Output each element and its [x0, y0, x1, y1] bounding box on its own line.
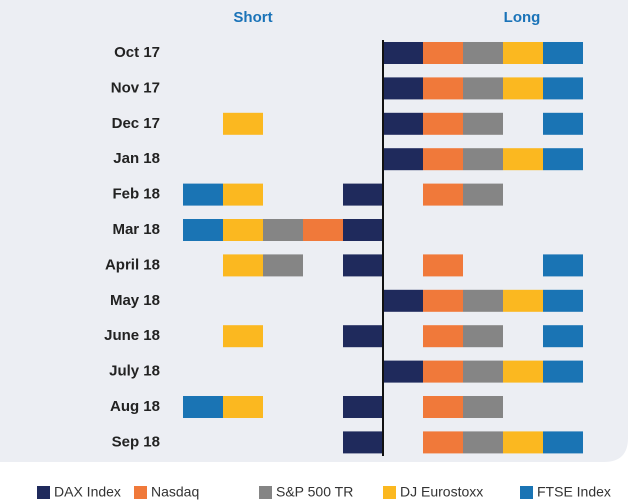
position-block	[263, 219, 303, 241]
position-block	[543, 431, 583, 454]
position-block	[423, 77, 463, 100]
position-block	[543, 360, 583, 383]
position-block	[423, 148, 463, 171]
position-block	[423, 112, 463, 135]
position-block	[423, 360, 463, 383]
row-label: Mar 18	[112, 221, 160, 238]
position-block	[423, 396, 463, 418]
position-block	[383, 77, 423, 100]
position-block	[423, 42, 463, 64]
row-label: July 18	[109, 363, 160, 380]
position-block	[183, 183, 223, 206]
row-label: June 18	[104, 327, 160, 344]
legend-swatch	[37, 486, 50, 499]
row-label: Sep 18	[112, 433, 160, 450]
row-label: Oct 17	[114, 44, 160, 61]
position-block	[543, 254, 583, 277]
position-block	[463, 183, 503, 206]
legend-label: DAX Index	[54, 484, 121, 500]
position-block	[383, 112, 423, 135]
row-label: Aug 18	[110, 398, 160, 415]
position-block	[343, 431, 383, 454]
short-header: Short	[233, 9, 272, 26]
legend-label: S&P 500 TR	[276, 484, 353, 500]
position-block	[463, 77, 503, 100]
position-block	[543, 148, 583, 171]
legend-label: FTSE Index	[537, 484, 611, 500]
position-block	[383, 360, 423, 383]
position-block	[423, 325, 463, 348]
position-block	[343, 254, 383, 277]
position-block	[463, 42, 503, 64]
position-block	[543, 325, 583, 348]
position-block	[383, 289, 423, 312]
position-block	[543, 42, 583, 64]
row-label: April 18	[105, 256, 160, 273]
legend-swatch	[259, 486, 272, 499]
legend-swatch	[134, 486, 147, 499]
position-block	[223, 325, 263, 348]
position-block	[343, 396, 383, 418]
position-block	[503, 360, 543, 383]
position-block	[223, 183, 263, 206]
position-block	[463, 431, 503, 454]
position-block	[343, 183, 383, 206]
legend-swatch	[383, 486, 396, 499]
position-block	[463, 289, 503, 312]
position-block	[463, 360, 503, 383]
position-block	[503, 77, 543, 100]
position-block	[503, 148, 543, 171]
position-block	[423, 289, 463, 312]
position-block	[223, 396, 263, 418]
position-block	[463, 396, 503, 418]
legend-label: Nasdaq	[151, 484, 199, 500]
position-block	[303, 219, 343, 241]
position-block	[383, 42, 423, 64]
legend-label: DJ Eurostoxx	[400, 484, 483, 500]
position-block	[543, 77, 583, 100]
position-block	[543, 112, 583, 135]
position-block	[543, 289, 583, 312]
long-header: Long	[504, 9, 541, 26]
position-block	[183, 219, 223, 241]
position-block	[423, 183, 463, 206]
position-block	[343, 325, 383, 348]
position-block	[463, 148, 503, 171]
position-block	[503, 431, 543, 454]
position-block	[463, 325, 503, 348]
position-block	[503, 42, 543, 64]
position-block	[423, 431, 463, 454]
row-label: Jan 18	[113, 150, 160, 167]
position-block	[223, 112, 263, 135]
position-block	[503, 289, 543, 312]
row-label: May 18	[110, 292, 160, 309]
position-block	[463, 112, 503, 135]
position-block	[263, 254, 303, 277]
position-block	[423, 254, 463, 277]
legend-swatch	[520, 486, 533, 499]
position-block	[343, 219, 383, 241]
position-block	[223, 254, 263, 277]
row-label: Dec 17	[112, 115, 160, 132]
position-block	[383, 148, 423, 171]
position-block	[223, 219, 263, 241]
row-label: Feb 18	[112, 186, 160, 203]
row-label: Nov 17	[111, 79, 160, 96]
position-block	[183, 396, 223, 418]
